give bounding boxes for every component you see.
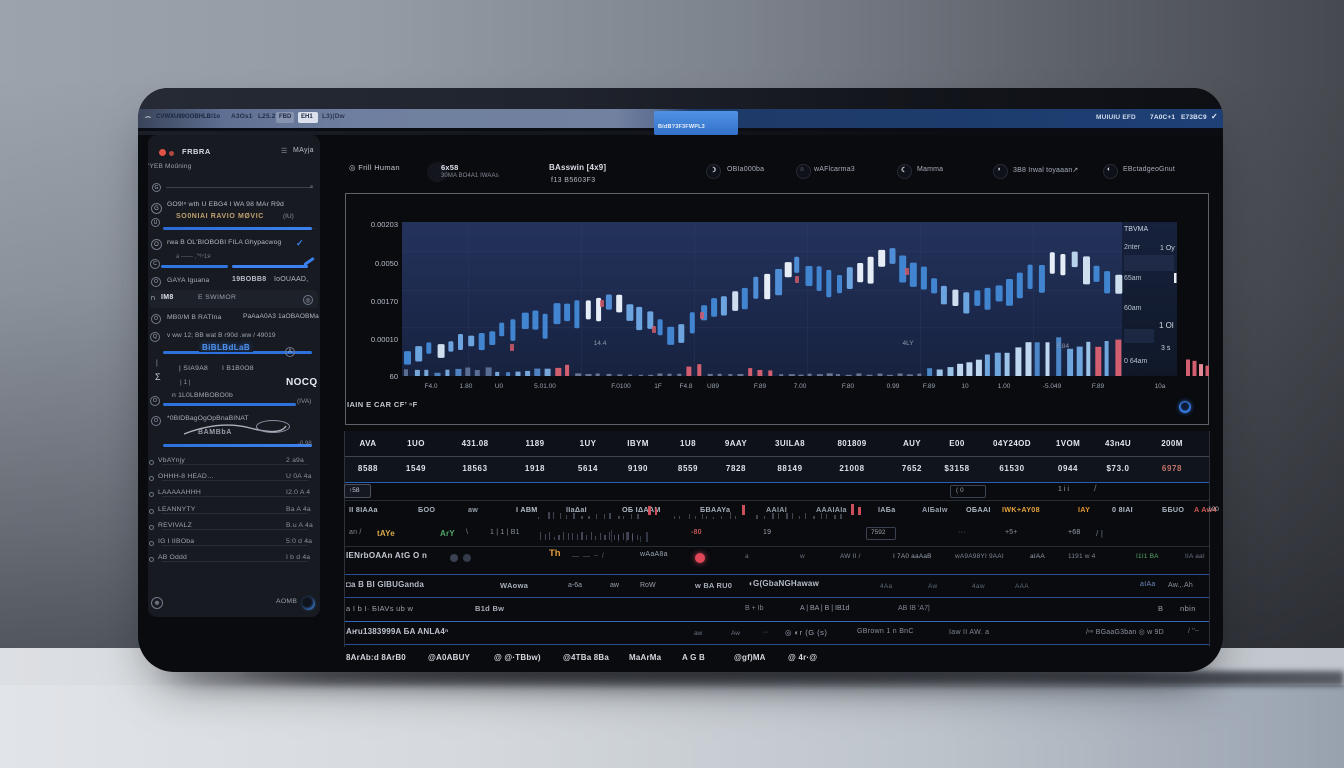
svg-text:0 64am: 0 64am: [1124, 358, 1148, 365]
svg-text:7.00: 7.00: [794, 383, 807, 390]
svg-text:F.80: F.80: [842, 383, 855, 390]
svg-text:F4.0: F4.0: [424, 383, 437, 390]
svg-text:0.00170: 0.00170: [371, 297, 398, 306]
svg-text:14.4: 14.4: [594, 340, 607, 347]
svg-text:F.89: F.89: [923, 383, 936, 390]
svg-text:U0: U0: [495, 383, 504, 390]
svg-text:5.01.00: 5.01.00: [534, 383, 556, 390]
svg-text:1F: 1F: [654, 383, 662, 390]
svg-text:TBVMA: TBVMA: [1124, 226, 1148, 233]
svg-text:F.84: F.84: [1057, 343, 1070, 350]
svg-text:60am: 60am: [1124, 305, 1142, 312]
svg-text:10a: 10a: [1155, 383, 1166, 390]
svg-text:10: 10: [961, 383, 969, 390]
svg-text:F.89: F.89: [1092, 383, 1105, 390]
svg-text:4LY: 4LY: [902, 340, 914, 347]
svg-text:1 Oy: 1 Oy: [1160, 245, 1175, 252]
svg-text:1 Ol: 1 Ol: [1159, 321, 1174, 330]
svg-text:1.80: 1.80: [460, 383, 473, 390]
svg-text:65am: 65am: [1124, 275, 1142, 282]
svg-text:1.00: 1.00: [998, 383, 1011, 390]
svg-text:F.89: F.89: [754, 383, 767, 390]
svg-text:3 s: 3 s: [1161, 345, 1171, 352]
svg-text:U89: U89: [707, 383, 719, 390]
svg-text:F.0100: F.0100: [611, 383, 631, 390]
svg-text:60: 60: [390, 372, 398, 381]
svg-text:0.99: 0.99: [887, 383, 900, 390]
svg-text:0.00010: 0.00010: [371, 335, 398, 344]
svg-text:2nter: 2nter: [1124, 244, 1141, 251]
svg-text:': ': [1167, 345, 1168, 352]
svg-text:0.00203: 0.00203: [371, 220, 398, 229]
svg-text:-5.049: -5.049: [1043, 383, 1062, 390]
svg-text:F4.8: F4.8: [679, 383, 692, 390]
svg-text:0.0050: 0.0050: [375, 259, 398, 268]
